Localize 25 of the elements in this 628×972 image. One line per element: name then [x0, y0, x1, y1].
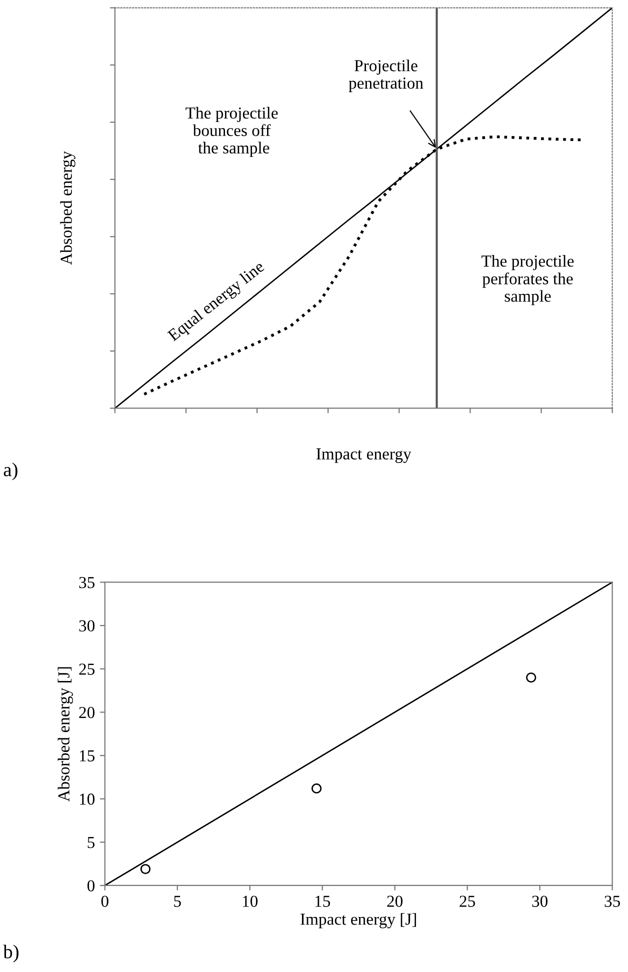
text: a) — [4, 462, 18, 480]
x-tick-label: 5 — [174, 896, 181, 907]
x-tick-label: 0 — [101, 896, 108, 907]
x-tick-label: 15 — [315, 896, 330, 907]
y-tick-label: 25 — [79, 664, 95, 675]
y-tick-label: 15 — [80, 750, 95, 762]
x-tick-label: 35 — [604, 896, 620, 907]
text: b) — [3, 944, 18, 962]
y-tick-label: 35 — [79, 576, 95, 588]
x-tick-label: 30 — [532, 896, 548, 907]
y-axis-title: Absorbed energy [J] — [58, 667, 73, 802]
y-tick-label: 0 — [87, 880, 95, 892]
y-tick-label: 20 — [79, 706, 95, 718]
y-axis-title: Absorbed energy — [60, 151, 76, 265]
annotation: The projectile perforates the sample — [482, 255, 574, 306]
x-tick-label: 10 — [242, 896, 258, 907]
y-tick-label: 10 — [80, 794, 95, 805]
annotation: Projectile penetration — [348, 60, 424, 92]
annotation: The projectile bounces off the sample — [186, 106, 278, 157]
y-tick-label: 30 — [79, 620, 95, 632]
x-axis-title: Impact energy — [316, 448, 412, 463]
x-axis-title: Impact energy [J] — [300, 913, 416, 928]
y-tick-label: 5 — [88, 837, 95, 848]
x-tick-label: 25 — [460, 896, 476, 907]
x-tick-label: 20 — [387, 896, 403, 907]
